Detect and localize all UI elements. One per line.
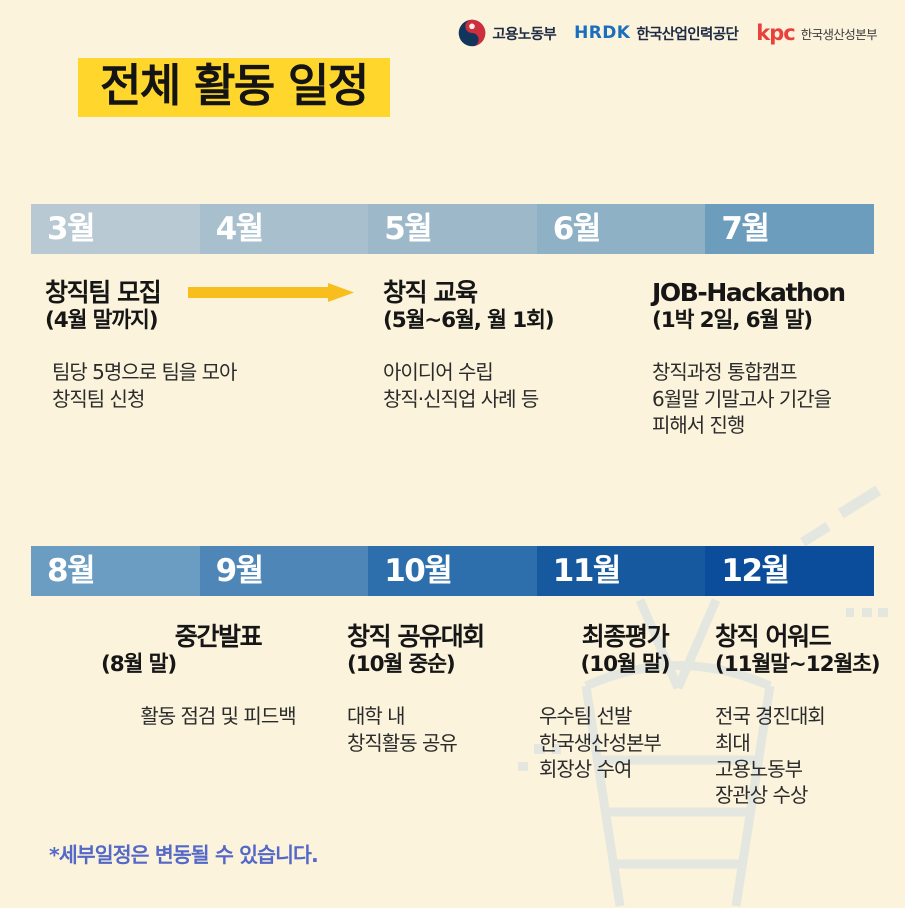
logo-ministry-of-employment-and-labor: 고용노동부 (458, 19, 557, 47)
logo-label-ministry: 고용노동부 (492, 26, 557, 43)
phase-body: 활동 점검 및 피드백 (140, 704, 296, 729)
phase-job-hackathon: JOB-Hackathon (1박 2일, 6월 말) 창직과정 통합캠프 6월… (652, 278, 902, 438)
month-cell-june: 6월 (536, 204, 706, 254)
month-cell-october: 10월 (368, 546, 537, 596)
timeline-second-half: 8월 9월 10월 11월 12월 중간발표 (8월 말) 활동 점검 및 피드… (31, 546, 881, 836)
phase-period: (4월 말까지) (45, 307, 159, 333)
phase-row-first-half: 창직팀 모집 (4월 말까지) 팀당 5명으로 팀을 모아 창직팀 신청 창직 … (31, 254, 874, 454)
phase-final-evaluation: 최종평가 (10월 말) 우수팀 선발 한국생산성본부 회장상 수여 (539, 622, 711, 782)
phase-title: 창직팀 모집 (45, 278, 162, 307)
phase-job-creation-award: 창직 어워드 (11월말~12월초) 전국 경진대회 최대 고용노동부 장관상 … (715, 622, 905, 809)
phase-period: (10월 말) (580, 651, 671, 677)
month-label: 6월 (552, 210, 602, 247)
month-cell-july: 7월 (705, 204, 874, 254)
logo-mark-kpc: kpc (756, 21, 795, 45)
month-label: 5월 (384, 210, 433, 247)
logo-kpc: kpc 한국생산성본부 (756, 21, 877, 45)
phase-title: 최종평가 (581, 622, 670, 651)
month-label: 11월 (552, 552, 622, 589)
month-label: 10월 (384, 552, 453, 589)
logo-bar: 고용노동부 HRDK 한국산업인력공단 kpc 한국생산성본부 (458, 16, 878, 50)
month-bar-second-half: 8월 9월 10월 11월 12월 (31, 546, 874, 596)
phase-body: 아이디어 수립 창직·신직업 사례 등 (383, 360, 539, 411)
footnote-text: *세부일정은 변동될 수 있습니다. (49, 843, 319, 867)
logo-mark-hrdk: HRDK (574, 23, 631, 43)
phase-period: (8월 말) (101, 651, 177, 677)
phase-title: 창직 교육 (383, 278, 478, 307)
month-label: 12월 (721, 552, 790, 589)
phase-body: 팀당 5명으로 팀을 모아 창직팀 신청 (52, 360, 237, 411)
logo-label-hrdk: 한국산업인력공단 (636, 26, 739, 43)
month-cell-december: 12월 (705, 546, 874, 596)
phase-body: 대학 내 창직활동 공유 (347, 704, 458, 755)
month-label: 9월 (215, 552, 265, 589)
month-cell-april: 4월 (199, 204, 369, 254)
phase-title: 창직 어워드 (715, 622, 832, 651)
month-cell-september: 9월 (199, 546, 369, 596)
phase-team-recruitment: 창직팀 모집 (4월 말까지) 팀당 5명으로 팀을 모아 창직팀 신청 (45, 278, 375, 412)
month-label: 8월 (47, 552, 96, 589)
phase-period: (1박 2일, 6월 말) (652, 307, 813, 333)
month-label: 3월 (47, 210, 96, 247)
phase-sharing-competition: 창직 공유대회 (10월 중순) 대학 내 창직활동 공유 (347, 622, 547, 756)
taegeuk-logo-icon (459, 19, 486, 47)
month-label: 7월 (721, 210, 770, 247)
month-cell-august: 8월 (31, 546, 200, 596)
phase-title: 중간발표 (174, 622, 263, 651)
page-title-text: 전체 활동 일정 (100, 59, 369, 112)
month-cell-may: 5월 (368, 204, 537, 254)
phase-title: 창직 공유대회 (347, 622, 485, 651)
phase-period: (5월~6월, 월 1회) (383, 307, 555, 333)
phase-title: JOB-Hackathon (652, 278, 846, 307)
phase-body: 창직과정 통합캠프 6월말 기말고사 기간을 피해서 진행 (652, 360, 832, 438)
month-cell-march: 3월 (31, 204, 200, 254)
logo-hrdk: HRDK 한국산업인력공단 (574, 23, 739, 44)
phase-period: (11월말~12월초) (715, 651, 881, 677)
month-cell-november: 11월 (536, 546, 706, 596)
phase-period: (10월 중순) (347, 651, 456, 677)
recruitment-arrow-icon (188, 283, 354, 302)
phase-body: 우수팀 선발 한국생산성본부 회장상 수여 (539, 704, 662, 782)
page-title: 전체 활동 일정 (78, 58, 390, 118)
logo-label-kpc: 한국생산성본부 (800, 26, 878, 42)
phase-body: 전국 경진대회 최대 고용노동부 장관상 수상 (715, 704, 826, 808)
phase-interim-presentation: 중간발표 (8월 말) 활동 점검 및 피드백 (73, 622, 363, 730)
month-bar-first-half: 3월 4월 5월 6월 7월 (31, 204, 874, 254)
timeline-first-half: 3월 4월 5월 6월 7월 창직팀 모집 (4월 말까지) 팀당 5명으로 팀… (31, 204, 874, 454)
month-label: 4월 (215, 210, 265, 247)
phase-row-second-half: 중간발표 (8월 말) 활동 점검 및 피드백 창직 공유대회 (10월 중순)… (31, 596, 881, 836)
phase-job-creation-education: 창직 교육 (5월~6월, 월 1회) 아이디어 수립 창직·신직업 사례 등 (383, 278, 643, 412)
